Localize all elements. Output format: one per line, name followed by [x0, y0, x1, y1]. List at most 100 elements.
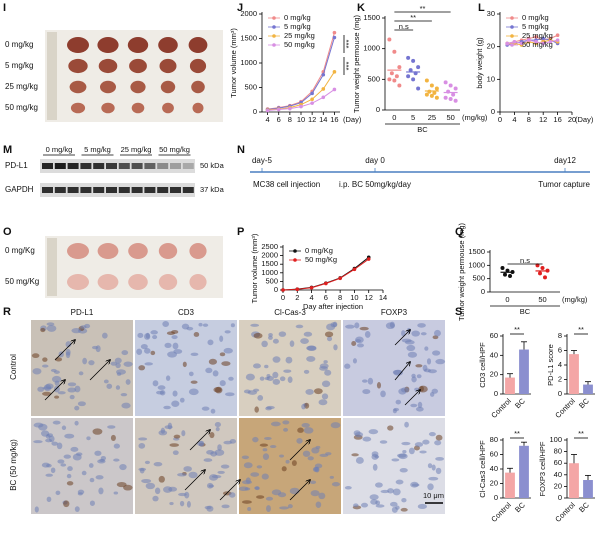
point [451, 92, 456, 97]
nucleus [55, 490, 61, 496]
nucleus [410, 403, 418, 408]
x-tick-label: 12 [539, 115, 547, 124]
nucleus [401, 498, 407, 503]
y-tick-label: 40 [490, 464, 498, 473]
point [424, 78, 429, 83]
point [387, 37, 392, 42]
nucleus [193, 332, 200, 337]
nucleus [408, 447, 415, 455]
x-tick-label: 8 [288, 115, 292, 124]
x-axis-label: BC [417, 125, 428, 134]
nucleus [281, 466, 287, 472]
nucleus [330, 422, 341, 429]
nucleus [63, 454, 72, 459]
lane-label: 5 mg/kg [84, 145, 111, 154]
nucleus [144, 362, 153, 366]
nucleus [319, 453, 329, 457]
nucleus [65, 348, 71, 356]
nucleus [393, 369, 403, 376]
band [80, 187, 92, 193]
y-tick-label: 10 [487, 74, 495, 83]
nucleus [360, 502, 369, 508]
nucleus [95, 475, 104, 480]
nucleus [415, 364, 423, 368]
nucleus [56, 442, 63, 450]
row-label: 25 mg/kg [5, 82, 38, 91]
tumor [70, 102, 86, 114]
nucleus [297, 427, 304, 433]
y-axis-label: Tumor weight permouse (mg) [457, 222, 466, 321]
nucleus [323, 360, 328, 364]
nucleus [432, 350, 441, 356]
nucleus [228, 376, 234, 381]
nucleus [434, 440, 442, 446]
nucleus [125, 379, 131, 385]
nucleus [103, 379, 109, 384]
point [538, 271, 542, 276]
nucleus [307, 456, 314, 461]
nucleus [368, 429, 379, 435]
point [411, 58, 416, 63]
point [443, 95, 448, 100]
nucleus [265, 496, 274, 501]
nucleus [57, 391, 66, 395]
nucleus [113, 443, 120, 449]
y-tick-label: 1000 [261, 268, 278, 277]
nucleus [266, 505, 271, 512]
event-label: MC38 cell injection [253, 180, 320, 189]
legend-marker [510, 16, 514, 20]
nucleus [37, 386, 45, 392]
nucleus [50, 368, 57, 372]
arrow [89, 360, 110, 381]
band [106, 163, 117, 169]
x-tick-label: 8 [527, 115, 531, 124]
nucleus [241, 500, 252, 504]
point [527, 38, 531, 42]
panel-label: K [357, 2, 365, 14]
legend-label: 5 mg/kg [284, 22, 311, 31]
nucleus [138, 437, 148, 441]
nucleus [419, 385, 424, 392]
nucleus [387, 425, 394, 431]
point [448, 96, 453, 101]
nucleus [138, 365, 146, 371]
panel-label: M [3, 144, 12, 156]
nucleus [188, 371, 194, 377]
nucleus [345, 324, 355, 329]
ihc-image [31, 320, 133, 416]
panel-label: L [478, 2, 485, 14]
x-tick-label: 50 [446, 113, 454, 122]
tumor [130, 80, 146, 94]
nucleus [42, 364, 49, 368]
nucleus [423, 368, 431, 373]
nucleus [74, 506, 80, 513]
nucleus [123, 361, 133, 367]
nucleus [119, 464, 127, 471]
column-label: FOXP3 [381, 308, 408, 317]
x-axis-label: Day after injection [303, 302, 363, 311]
nucleus [355, 336, 364, 344]
point [434, 86, 439, 91]
x-tick-label: 6 [324, 293, 328, 302]
legend-label: 25 mg/kg [284, 31, 315, 40]
y-tick-label: 20 [490, 478, 498, 487]
tumor [189, 58, 207, 74]
legend-label: 0 mg/Kg [305, 246, 333, 255]
nucleus [333, 344, 338, 351]
nucleus [344, 486, 352, 490]
nucleus [179, 397, 185, 403]
nucleus [295, 324, 304, 329]
nucleus [269, 445, 277, 449]
nucleus [309, 480, 317, 485]
nucleus [310, 490, 320, 497]
nucleus [268, 335, 273, 340]
nucleus [181, 430, 186, 437]
band [170, 163, 181, 169]
nucleus [395, 399, 402, 405]
y-axis-label: Cl-Cas3 cell/HPF [478, 440, 487, 498]
x-tick-label: BC [513, 396, 527, 410]
nucleus [63, 500, 70, 508]
nucleus [380, 489, 390, 494]
x-unit-label: (mg/kg) [562, 295, 588, 304]
y-tick-label: 2 [558, 374, 562, 383]
